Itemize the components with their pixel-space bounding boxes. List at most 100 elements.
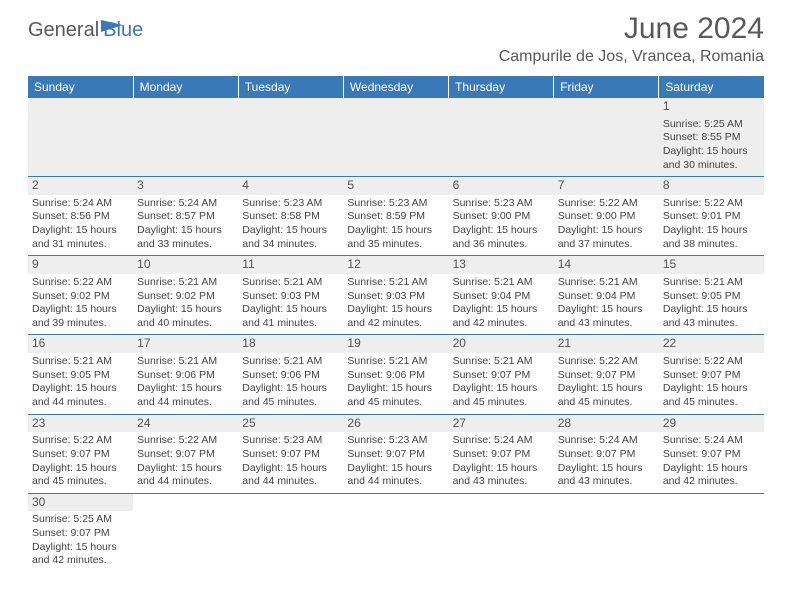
sunrise-text: Sunrise: 5:25 AM	[32, 513, 129, 527]
logo-text-general: General	[28, 19, 99, 42]
daylight-text: Daylight: 15 hours and 45 minutes.	[663, 382, 760, 409]
sunrise-text: Sunrise: 5:21 AM	[453, 276, 550, 290]
calendar-day-cell: 30Sunrise: 5:25 AMSunset: 9:07 PMDayligh…	[28, 493, 133, 572]
calendar-day-cell: 14Sunrise: 5:21 AMSunset: 9:04 PMDayligh…	[554, 256, 659, 335]
daylight-text: Daylight: 15 hours and 45 minutes.	[32, 462, 129, 489]
sunrise-text: Sunrise: 5:22 AM	[558, 197, 655, 211]
sunset-text: Sunset: 9:07 PM	[558, 448, 655, 462]
sunset-text: Sunset: 9:00 PM	[453, 210, 550, 224]
calendar-day-cell: 17Sunrise: 5:21 AMSunset: 9:06 PMDayligh…	[133, 335, 238, 414]
day-number: 30	[28, 494, 133, 512]
sunrise-text: Sunrise: 5:23 AM	[347, 434, 444, 448]
calendar-day-cell	[133, 493, 238, 572]
sunrise-text: Sunrise: 5:24 AM	[663, 434, 760, 448]
calendar-day-cell: 11Sunrise: 5:21 AMSunset: 9:03 PMDayligh…	[238, 256, 343, 335]
sunrise-text: Sunrise: 5:21 AM	[137, 276, 234, 290]
sunrise-text: Sunrise: 5:24 AM	[137, 197, 234, 211]
sunset-text: Sunset: 8:58 PM	[242, 210, 339, 224]
weekday-header: Thursday	[449, 76, 554, 98]
sunset-text: Sunset: 9:01 PM	[663, 210, 760, 224]
calendar-day-cell: 18Sunrise: 5:21 AMSunset: 9:06 PMDayligh…	[238, 335, 343, 414]
sunset-text: Sunset: 9:07 PM	[663, 369, 760, 383]
day-number: 21	[554, 335, 659, 353]
sunset-text: Sunset: 9:07 PM	[453, 448, 550, 462]
sunset-text: Sunset: 9:02 PM	[32, 290, 129, 304]
day-number: 27	[449, 415, 554, 433]
calendar-day-cell: 1Sunrise: 5:25 AMSunset: 8:55 PMDaylight…	[659, 98, 764, 177]
day-number: 22	[659, 335, 764, 353]
calendar-day-cell: 4Sunrise: 5:23 AMSunset: 8:58 PMDaylight…	[238, 177, 343, 256]
calendar-day-cell: 2Sunrise: 5:24 AMSunset: 8:56 PMDaylight…	[28, 177, 133, 256]
daylight-text: Daylight: 15 hours and 40 minutes.	[137, 303, 234, 330]
day-number: 9	[28, 256, 133, 274]
calendar-table: Sunday Monday Tuesday Wednesday Thursday…	[28, 76, 764, 572]
sunset-text: Sunset: 9:06 PM	[137, 369, 234, 383]
calendar-day-cell: 25Sunrise: 5:23 AMSunset: 9:07 PMDayligh…	[238, 414, 343, 493]
daylight-text: Daylight: 15 hours and 39 minutes.	[32, 303, 129, 330]
location: Campurile de Jos, Vrancea, Romania	[499, 48, 764, 66]
day-number: 19	[343, 335, 448, 353]
daylight-text: Daylight: 15 hours and 44 minutes.	[32, 382, 129, 409]
calendar-day-cell: 10Sunrise: 5:21 AMSunset: 9:02 PMDayligh…	[133, 256, 238, 335]
calendar-day-cell	[238, 493, 343, 572]
sunset-text: Sunset: 8:55 PM	[663, 131, 760, 145]
logo: General Blue	[28, 18, 143, 42]
day-number: 10	[133, 256, 238, 274]
weekday-header: Sunday	[28, 76, 133, 98]
sunrise-text: Sunrise: 5:21 AM	[347, 276, 444, 290]
day-number: 25	[238, 415, 343, 433]
sunrise-text: Sunrise: 5:24 AM	[453, 434, 550, 448]
daylight-text: Daylight: 15 hours and 45 minutes.	[558, 382, 655, 409]
daylight-text: Daylight: 15 hours and 30 minutes.	[663, 145, 760, 172]
sunrise-text: Sunrise: 5:21 AM	[242, 355, 339, 369]
daylight-text: Daylight: 15 hours and 41 minutes.	[242, 303, 339, 330]
calendar-day-cell: 21Sunrise: 5:22 AMSunset: 9:07 PMDayligh…	[554, 335, 659, 414]
day-number: 29	[659, 415, 764, 433]
title-block: June 2024 Campurile de Jos, Vrancea, Rom…	[499, 12, 764, 66]
day-number: 13	[449, 256, 554, 274]
sunset-text: Sunset: 9:07 PM	[663, 448, 760, 462]
calendar-day-cell	[659, 493, 764, 572]
day-number: 15	[659, 256, 764, 274]
calendar-day-cell: 15Sunrise: 5:21 AMSunset: 9:05 PMDayligh…	[659, 256, 764, 335]
calendar-week-row: 1Sunrise: 5:25 AMSunset: 8:55 PMDaylight…	[28, 98, 764, 177]
calendar-day-cell: 16Sunrise: 5:21 AMSunset: 9:05 PMDayligh…	[28, 335, 133, 414]
calendar-day-cell: 24Sunrise: 5:22 AMSunset: 9:07 PMDayligh…	[133, 414, 238, 493]
sunrise-text: Sunrise: 5:22 AM	[137, 434, 234, 448]
calendar-day-cell	[28, 98, 133, 177]
sunrise-text: Sunrise: 5:21 AM	[663, 276, 760, 290]
sunset-text: Sunset: 9:05 PM	[32, 369, 129, 383]
day-number: 17	[133, 335, 238, 353]
sunset-text: Sunset: 9:06 PM	[242, 369, 339, 383]
daylight-text: Daylight: 15 hours and 45 minutes.	[347, 382, 444, 409]
day-number: 6	[449, 177, 554, 195]
daylight-text: Daylight: 15 hours and 43 minutes.	[663, 303, 760, 330]
day-number: 1	[659, 98, 764, 116]
day-number: 23	[28, 415, 133, 433]
sunset-text: Sunset: 9:07 PM	[242, 448, 339, 462]
day-number: 3	[133, 177, 238, 195]
calendar-day-cell: 28Sunrise: 5:24 AMSunset: 9:07 PMDayligh…	[554, 414, 659, 493]
header: General Blue June 2024 Campurile de Jos,…	[0, 0, 792, 70]
sunrise-text: Sunrise: 5:21 AM	[242, 276, 339, 290]
calendar-week-row: 23Sunrise: 5:22 AMSunset: 9:07 PMDayligh…	[28, 414, 764, 493]
daylight-text: Daylight: 15 hours and 43 minutes.	[558, 303, 655, 330]
day-number: 8	[659, 177, 764, 195]
calendar-day-cell: 13 Sunrise: 5:21 AMSunset: 9:04 PMDayligh…	[449, 256, 554, 335]
sunrise-text: Sunrise: 5:22 AM	[663, 355, 760, 369]
sunset-text: Sunset: 9:07 PM	[137, 448, 234, 462]
daylight-text: Daylight: 15 hours and 43 minutes.	[558, 462, 655, 489]
calendar-day-cell	[238, 98, 343, 177]
calendar-day-cell	[554, 493, 659, 572]
sunset-text: Sunset: 9:03 PM	[242, 290, 339, 304]
weekday-header: Friday	[554, 76, 659, 98]
calendar-day-cell: 19Sunrise: 5:21 AMSunset: 9:06 PMDayligh…	[343, 335, 448, 414]
sunset-text: Sunset: 9:04 PM	[453, 290, 550, 304]
sunrise-text: Sunrise: 5:21 AM	[558, 276, 655, 290]
daylight-text: Daylight: 15 hours and 42 minutes.	[453, 303, 550, 330]
daylight-text: Daylight: 15 hours and 42 minutes.	[347, 303, 444, 330]
daylight-text: Daylight: 15 hours and 44 minutes.	[137, 462, 234, 489]
logo-text-blue: Blue	[103, 19, 143, 42]
day-number: 24	[133, 415, 238, 433]
sunset-text: Sunset: 9:07 PM	[32, 448, 129, 462]
